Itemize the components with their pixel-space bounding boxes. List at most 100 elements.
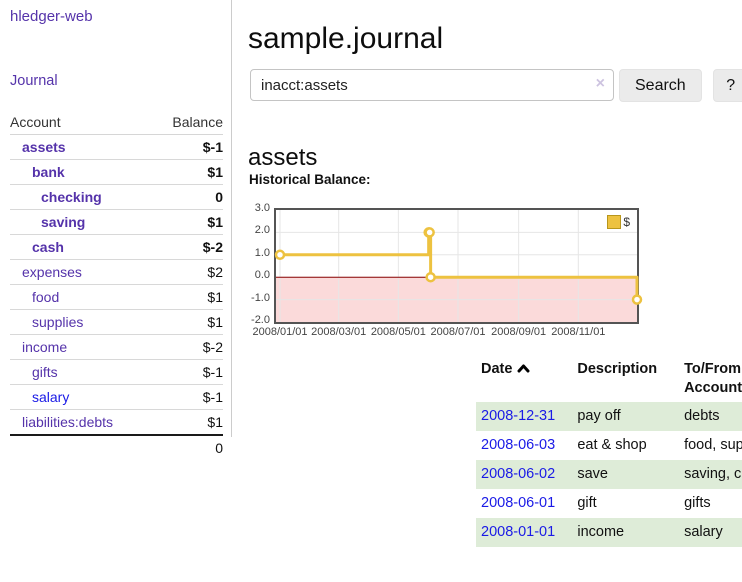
account-row: gifts $-1 <box>10 359 223 385</box>
data-point-marker <box>425 271 436 283</box>
account-row: income $-2 <box>10 334 223 360</box>
transaction-date-cell: 2008-06-02 <box>476 460 572 489</box>
data-point-marker <box>274 249 286 261</box>
search-box: × <box>250 69 614 102</box>
transaction-date-link[interactable]: 2008-01-01 <box>481 524 556 540</box>
account-balance: $-1 <box>152 134 223 160</box>
accounts-table: Account Balance assets $-1 bank $1 checking 0… <box>10 110 223 460</box>
transaction-description-cell: gift <box>577 495 597 511</box>
transaction-date-cell: 2008-06-03 <box>476 431 572 460</box>
account-link[interactable]: supplies <box>10 309 153 335</box>
x-axis-tick-label: 2008/05/01 <box>370 326 426 338</box>
account-link[interactable]: gifts <box>10 359 153 385</box>
x-axis-tick-label: 2008/09/01 <box>491 326 547 338</box>
page-title: sample.journal <box>248 22 444 56</box>
account-link[interactable]: income <box>10 334 153 360</box>
accounts-header-account: Account <box>10 110 153 135</box>
y-axis-tick-label: 2.0 <box>254 224 270 237</box>
data-point-marker <box>631 294 643 305</box>
transaction-date-link[interactable]: 2008-06-02 <box>481 466 556 482</box>
historical-balance-chart: $ 3.0 2.0 1.0 0.0 -1.0 -2.0 2008/01/01 2008/03/… <box>248 202 728 348</box>
sort-ascending-icon <box>517 360 530 379</box>
y-axis-tick-label: 3.0 <box>254 202 270 214</box>
account-link[interactable]: food <box>10 284 153 310</box>
account-row: cash $-2 <box>10 234 223 260</box>
data-point-marker <box>424 227 435 238</box>
transaction-account-cell: gifts <box>684 495 711 511</box>
help-button[interactable]: ? <box>712 69 742 102</box>
transaction-date-link[interactable]: 2008-06-03 <box>481 437 556 453</box>
clear-search-icon[interactable]: × <box>595 75 605 92</box>
x-axis-tick-label: 2008/11/01 <box>551 326 606 338</box>
search-input[interactable] <box>250 69 614 101</box>
account-link[interactable]: checking <box>10 184 153 210</box>
accounts-total-value: 0 <box>152 434 223 460</box>
transaction-description-cell: save <box>577 466 608 482</box>
account-row: assets $-1 <box>10 134 223 160</box>
chart-title: Historical Balance: <box>249 172 371 187</box>
x-axis-tick-label: 2008/07/01 <box>430 326 486 338</box>
account-balance: $2 <box>152 259 223 285</box>
account-balance: $1 <box>152 209 223 235</box>
y-axis-tick-label: -1.0 <box>251 291 270 304</box>
search-form: × Search ? <box>250 69 742 102</box>
transaction-account-cell: saving, checking <box>684 466 742 482</box>
sidebar: hledger-web Journal Account Balance asse… <box>0 0 232 460</box>
account-link[interactable]: assets <box>10 134 153 160</box>
accounts-header-row: Account Balance <box>10 110 223 135</box>
account-link[interactable]: cash <box>10 234 153 260</box>
transaction-date-link[interactable]: 2008-06-01 <box>481 495 556 511</box>
account-row: supplies $1 <box>10 309 223 335</box>
account-row: food $1 <box>10 284 223 310</box>
account-balance: $1 <box>152 159 223 185</box>
transaction-date-cell: 2008-12-31 <box>476 402 572 431</box>
account-balance: $-2 <box>152 334 223 360</box>
series-swatch-icon <box>607 215 622 229</box>
account-row: bank $1 <box>10 159 223 185</box>
account-row: salary $-1 <box>10 384 223 410</box>
account-balance: $1 <box>152 284 223 310</box>
transaction-description-cell: eat & shop <box>577 437 647 453</box>
account-balance: $-1 <box>152 359 223 385</box>
chart-canvas <box>274 210 643 322</box>
account-link[interactable]: expenses <box>10 259 153 285</box>
accounts-header-balance: Balance <box>152 110 223 135</box>
account-balance: $1 <box>152 309 223 335</box>
accounts-total-spacer <box>10 434 153 460</box>
account-balance: $1 <box>152 409 223 436</box>
sidebar-item-journal[interactable]: Journal <box>10 73 58 89</box>
account-row: saving $1 <box>10 209 223 235</box>
account-row: expenses $2 <box>10 259 223 285</box>
transaction-date-cell: 2008-06-01 <box>476 489 572 518</box>
account-balance: $-1 <box>152 384 223 410</box>
account-row: checking 0 <box>10 184 223 210</box>
register-header-description: Description <box>577 361 658 377</box>
x-axis-tick-label: 2008/03/01 <box>311 326 367 338</box>
transaction-date-link[interactable]: 2008-12-31 <box>481 408 556 424</box>
account-heading: assets <box>248 143 318 171</box>
transaction-description-cell: income <box>577 524 625 540</box>
transaction-date-cell: 2008-01-01 <box>476 518 572 547</box>
account-row: liabilities:debts $1 <box>10 409 223 436</box>
y-axis-tick-label: -2.0 <box>251 314 270 326</box>
account-link[interactable]: liabilities:debts <box>10 409 153 436</box>
transaction-account-cell: salary <box>684 524 723 540</box>
x-axis-tick-label: 2008/01/01 <box>252 326 308 338</box>
account-link[interactable]: salary <box>10 384 153 410</box>
app-title-link[interactable]: hledger-web <box>10 8 93 25</box>
account-link[interactable]: bank <box>10 159 153 185</box>
main-panel: sample.journal × Search ? assets Histori… <box>233 0 742 582</box>
chart-legend: $ <box>605 214 632 230</box>
search-button[interactable]: Search <box>619 69 702 102</box>
account-link[interactable]: saving <box>10 209 153 235</box>
register-header-row: Date Description To/From Account(s) Amou… <box>476 360 742 402</box>
transaction-description-cell: pay off <box>577 408 621 424</box>
register-header-date[interactable]: Date <box>476 360 572 402</box>
register-header-account: To/From Account(s) <box>684 361 742 396</box>
chart-plot-area: $ <box>274 208 643 324</box>
